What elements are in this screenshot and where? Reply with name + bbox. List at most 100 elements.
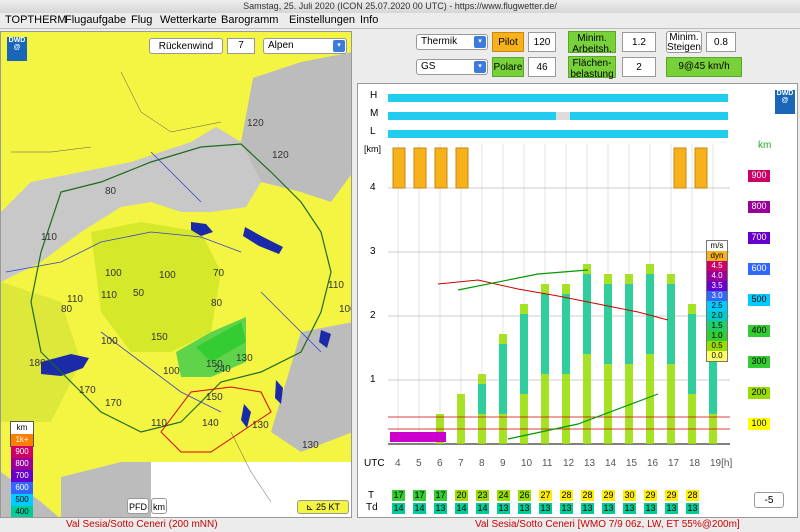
td-value: 13 — [602, 503, 615, 514]
td-label: Td — [366, 502, 378, 513]
t-value: 28 — [560, 490, 573, 501]
thermal-core — [478, 384, 486, 414]
x-tick: 15 — [626, 458, 638, 469]
polare-label: Polare — [492, 57, 524, 77]
td-value: 13 — [539, 503, 552, 514]
offset-field[interactable]: -5 — [754, 492, 784, 508]
thermik-dropdown-label: Thermik — [421, 36, 458, 47]
td-value: 14 — [413, 503, 426, 514]
result-display: 9@45 km/h — [666, 57, 742, 77]
cumulus-box — [392, 147, 406, 189]
thermal-core — [583, 274, 591, 354]
right-axis-tick: 700 — [748, 232, 770, 244]
right-axis-tick: 600 — [748, 263, 770, 275]
ms-legend-item: 2.5 — [707, 301, 727, 311]
wind-dropdown[interactable]: Rückenwind — [149, 38, 223, 54]
swirl-icon: @ — [781, 97, 789, 104]
dwd-logo: DWD @ — [775, 90, 795, 114]
menu-info[interactable]: Info — [360, 14, 379, 26]
ms-legend-item: dyn — [707, 251, 727, 261]
cumulus-box — [434, 147, 448, 189]
km-button[interactable]: km — [151, 498, 167, 514]
td-value: 14 — [476, 503, 489, 514]
menu-topthern[interactable]: TOPTHERM — [5, 14, 67, 26]
ms-legend-item: 0.5 — [707, 341, 727, 351]
polare-field[interactable]: 46 — [528, 57, 556, 77]
menu-flug[interactable]: Flug — [131, 14, 153, 26]
x-tick: 10 — [521, 458, 533, 469]
map-value: 140 — [202, 418, 219, 429]
x-tick: 16 — [647, 458, 659, 469]
x-tick: 17 — [668, 458, 680, 469]
menu-barogramm[interactable]: Barogramm — [221, 14, 279, 26]
t-value: 20 — [455, 490, 468, 501]
x-tick: 7 — [458, 458, 464, 469]
menu-flugaufgabe[interactable]: Flugaufgabe — [65, 14, 127, 26]
pilot-field[interactable]: 120 — [528, 32, 556, 52]
wind-barb-icon: ⊾ — [305, 502, 317, 512]
td-value: 13 — [434, 503, 447, 514]
wind-number[interactable]: 7 — [227, 38, 255, 54]
x-tick: 8 — [479, 458, 485, 469]
pilot-label: Pilot — [492, 32, 524, 52]
t-value: 17 — [413, 490, 426, 501]
thermal-chart[interactable] — [358, 84, 798, 518]
min-steigen-field[interactable]: 0.8 — [706, 32, 736, 52]
t-value: 28 — [581, 490, 594, 501]
x-tick: 19[h] — [710, 458, 733, 469]
cumulus-box — [455, 147, 469, 189]
map-value: 170 — [79, 385, 96, 396]
y-axis-label: [km] — [364, 144, 381, 154]
map-value: 80 — [211, 298, 223, 309]
ms-legend-item: 3.5 — [707, 281, 727, 291]
thermal-core — [625, 284, 633, 364]
cumulus-box — [413, 147, 427, 189]
trigger-line — [457, 269, 589, 291]
cloud-level-label: M — [370, 108, 379, 119]
t-value: 30 — [623, 490, 636, 501]
pfd-button[interactable]: PFD — [127, 498, 149, 514]
ms-legend-item: 1.0 — [707, 331, 727, 341]
map-value: 150 — [206, 392, 223, 403]
flaechenbelastung-field[interactable]: 2 — [622, 57, 656, 77]
x-tick: 6 — [437, 458, 443, 469]
legend-item: 800 — [11, 458, 33, 470]
thermal-core — [667, 284, 675, 364]
x-tick: 4 — [395, 458, 401, 469]
legend-item: 1k+ — [11, 434, 33, 446]
map-value: 110 — [328, 280, 344, 291]
right-axis-label: km — [758, 140, 772, 151]
thermal-core — [520, 314, 528, 394]
dwd-logo-text: DWD — [8, 37, 26, 44]
map-panel[interactable]: Rückenwind 7 Alpen ▾ DWD @ 120 80 120 110 10… — [0, 31, 352, 518]
region-dropdown[interactable]: Alpen ▾ — [263, 38, 347, 54]
thermik-dropdown[interactable]: Thermik ▾ — [416, 34, 488, 50]
x-tick: 5 — [416, 458, 422, 469]
t-value: 28 — [686, 490, 699, 501]
legend-item: 500 — [11, 494, 33, 506]
map-value: 100 — [101, 336, 118, 347]
ms-legend-item: 0.0 — [707, 351, 727, 361]
td-value: 13 — [644, 503, 657, 514]
menu-einstellungen[interactable]: Einstellungen — [289, 14, 356, 26]
t-value: 17 — [392, 490, 405, 501]
terrain-map[interactable] — [1, 32, 352, 518]
gs-dropdown[interactable]: GS ▾ — [416, 59, 488, 75]
right-axis-tick: 100 — [748, 418, 770, 430]
min-steigen-label: Minim. Steigen — [666, 31, 702, 53]
td-value: 13 — [497, 503, 510, 514]
status-bar: Val Sesia/Sotto Ceneri (200 mNN) Val Ses… — [0, 518, 800, 532]
gs-dropdown-label: GS — [421, 61, 436, 72]
legend-item: 900 — [11, 446, 33, 458]
map-value: 80 — [61, 304, 73, 315]
scale-indicator: ⊾ 25 KT — [297, 500, 349, 514]
y-tick: 4 — [370, 182, 376, 193]
menu-wetterkarte[interactable]: Wetterkarte — [160, 14, 217, 26]
map-value: 110 — [101, 290, 117, 301]
region-dropdown-label: Alpen — [268, 40, 294, 51]
map-value: 130 — [302, 440, 319, 451]
min-arbeitsh-field[interactable]: 1.2 — [622, 32, 656, 52]
flaechenbelastung-label: Flächen-belastung — [568, 56, 616, 80]
